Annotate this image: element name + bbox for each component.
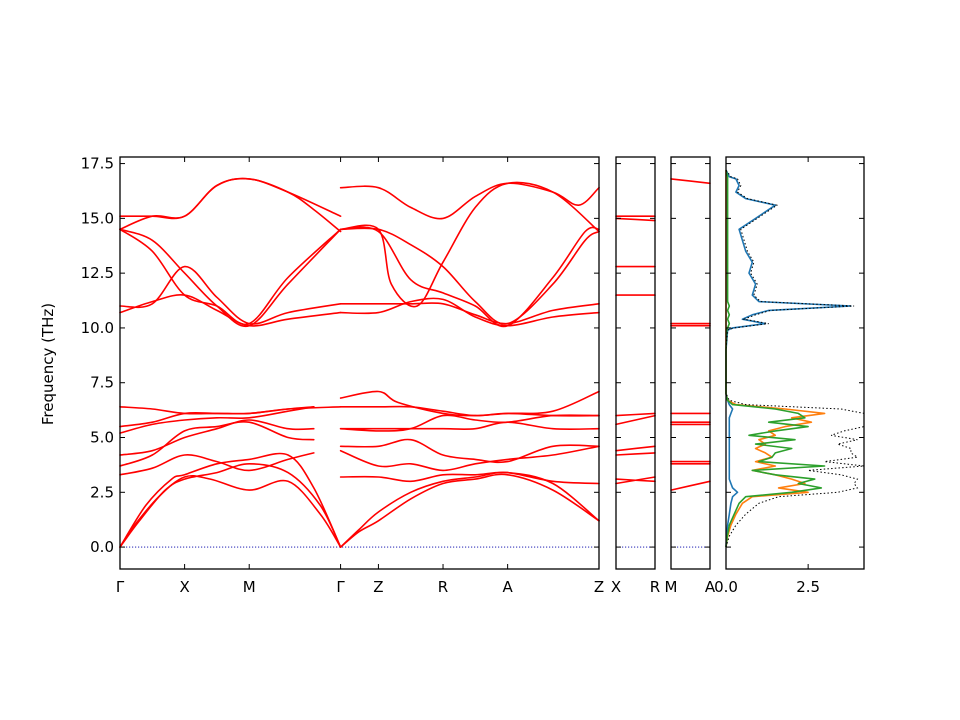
phonon-branch (615, 412, 656, 417)
dos-x-tick-label: 0.0 (714, 578, 738, 596)
phonon-branch (119, 265, 342, 325)
phonon-branch (119, 452, 315, 476)
phonon-branch (339, 421, 600, 430)
phonon-branch (339, 302, 600, 325)
panel-frame (119, 156, 600, 570)
high-symmetry-label: X (611, 578, 621, 596)
high-symmetry-label: R (438, 578, 448, 596)
phonon-branch (670, 178, 711, 185)
y-tick-label: 10.0 (81, 319, 114, 337)
dos-panel: 0.0 2.5 (714, 156, 865, 596)
high-symmetry-label: A (705, 578, 716, 596)
phonon-branch (339, 445, 600, 472)
dos-curve-1 (725, 169, 852, 548)
phonon-branch (615, 414, 656, 426)
high-symmetry-label: M (243, 578, 256, 596)
phonon-branch (119, 452, 342, 548)
phonon-branch (339, 227, 600, 325)
high-symmetry-label: X (179, 578, 189, 596)
phonon-branch (119, 228, 342, 328)
phonon-branch (119, 420, 315, 467)
phonon-branch (339, 297, 600, 327)
high-symmetry-label: Γ (116, 578, 125, 596)
high-symmetry-label: Z (594, 578, 604, 596)
y-tick-label: 2.5 (90, 483, 114, 501)
dos-curve-3 (725, 169, 826, 548)
dos-total-curve (725, 169, 865, 548)
phonon-branch (119, 294, 342, 327)
phonon-branch (119, 474, 342, 548)
phonon-branch (339, 405, 600, 417)
y-tick-label: 12.5 (81, 264, 114, 282)
phonon-branch (615, 452, 656, 456)
phonon-branch (339, 438, 600, 464)
phonon-branch (339, 471, 600, 485)
phonon-branch (670, 480, 711, 491)
plot-panels: Γ X M Γ Z R A Z0.02.55.07.510.012.515.017.5X R M A… (81, 155, 865, 596)
phonon-branch (339, 473, 600, 548)
phonon-branch (119, 463, 342, 548)
high-symmetry-label: Z (373, 578, 383, 596)
phonon-branch (339, 181, 600, 308)
phonon-branch (339, 390, 600, 417)
high-symmetry-label: A (503, 578, 514, 596)
high-symmetry-label: Γ (336, 578, 345, 596)
y-tick-label: 0.0 (90, 538, 114, 556)
y-tick-label: 15.0 (81, 209, 114, 227)
dos-panel-frame (725, 156, 865, 570)
y-axis-label: Frequency (THz) (39, 303, 57, 425)
phonon-branch (339, 226, 600, 328)
y-tick-label: 5.0 (90, 429, 114, 447)
phonon-branch (119, 177, 342, 233)
phonon-branch (119, 406, 342, 415)
panel-frame (670, 156, 711, 570)
panel-frame (615, 156, 656, 570)
high-symmetry-label: M (665, 578, 678, 596)
band-panel-1: Γ X M Γ Z R A Z 0.0 2.5 5.0 7.5 10.0 12.5 15.0 17.5 (81, 155, 605, 596)
dos-curve-2 (725, 170, 826, 548)
phonon-branch (339, 471, 600, 548)
phonon-branch (339, 182, 600, 220)
dos-x-tick-label: 2.5 (796, 578, 820, 596)
phonon-branch (615, 217, 656, 222)
y-tick-label: 7.5 (90, 374, 114, 392)
phonon-branch (615, 445, 656, 452)
phonon-branch (119, 406, 315, 434)
high-symmetry-label: R (650, 578, 660, 596)
y-tick-label: 17.5 (81, 155, 114, 173)
phonon-branch (615, 478, 656, 483)
phonon-branch (119, 419, 315, 456)
